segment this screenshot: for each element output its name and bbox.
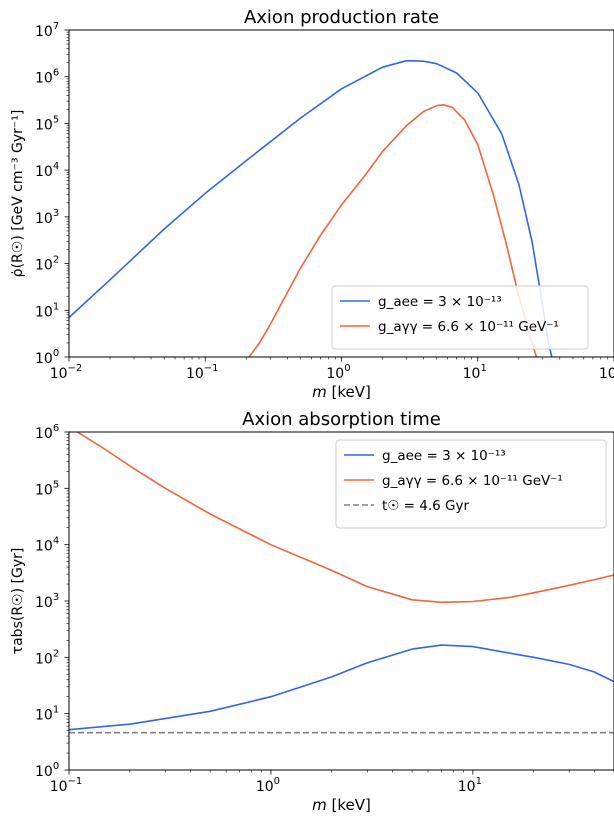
y-tick-base: 10 <box>35 24 53 40</box>
legend-label-1: g_aee = 3 × 10⁻¹³ <box>378 294 502 310</box>
y-tick-exp: 5 <box>53 479 59 490</box>
axes-frame <box>68 431 614 771</box>
legend: g_aee = 3 × 10⁻¹³ g_aγγ = 6.6 × 10⁻¹¹ GeV… <box>331 285 589 350</box>
y-tick-label: 104 <box>35 536 59 555</box>
series-line-1 <box>69 644 614 731</box>
x-tick-base: 10 <box>186 366 204 382</box>
x-tick-exp: 0 <box>344 363 350 374</box>
legend-label-2: g_aγγ = 6.6 × 10⁻¹¹ GeV⁻¹ <box>382 473 563 489</box>
y-tick-exp: 0 <box>53 348 59 359</box>
y-tick-label: 107 <box>35 21 59 40</box>
x-tick-base: 10 <box>50 366 68 382</box>
legend-box <box>335 439 607 529</box>
x-tick-label: 101 <box>463 363 487 382</box>
y-tick-base: 10 <box>35 304 53 320</box>
y-tick-exp: 2 <box>53 648 59 659</box>
y-tick-base: 10 <box>35 211 53 227</box>
y-tick-label: 104 <box>35 161 59 180</box>
x-tick-label: 100 <box>326 363 350 382</box>
y-tick-label: 102 <box>35 255 59 274</box>
y-tick-exp: 4 <box>53 161 59 172</box>
x-axis-unit: [keV] <box>327 383 371 401</box>
y-axis-label: ρ̇(R☉) [GeV cm⁻³ Gyr⁻¹] <box>10 110 26 278</box>
y-tick-base: 10 <box>35 539 53 555</box>
y-tick-label: 103 <box>35 208 59 227</box>
y-tick-label: 100 <box>35 348 59 367</box>
legend-box <box>331 285 589 350</box>
x-tick-exp: 1 <box>476 776 482 787</box>
y-tick-base: 10 <box>35 164 53 180</box>
y-tick-exp: 6 <box>53 423 59 434</box>
legend: g_aee = 3 × 10⁻¹³ g_aγγ = 6.6 × 10⁻¹¹ GeV… <box>335 439 607 529</box>
y-tick-base: 10 <box>35 71 53 87</box>
x-axis-label: m [keV] <box>312 796 371 814</box>
x-tick-label: 102 <box>599 363 614 382</box>
chart-title: Axion absorption time <box>242 409 441 430</box>
y-tick-base: 10 <box>35 258 53 274</box>
x-axis-unit: [keV] <box>327 796 371 814</box>
x-axis-var: m <box>312 796 327 814</box>
y-axis-label: τabs(R☉) [Gyr] <box>10 548 26 655</box>
series-line-2 <box>248 104 538 357</box>
x-axis-var: m <box>312 383 327 401</box>
y-tick-exp: 6 <box>53 68 59 79</box>
legend-label-1: g_aee = 3 × 10⁻¹³ <box>382 448 506 464</box>
y-tick-base: 10 <box>35 595 53 611</box>
y-tick-exp: 3 <box>53 208 59 219</box>
y-tick-exp: 7 <box>53 21 59 32</box>
x-tick-exp: −1 <box>204 363 219 374</box>
x-tick-label: 10−2 <box>50 363 83 382</box>
y-tick-base: 10 <box>35 708 53 724</box>
x-tick-label: 101 <box>458 776 482 795</box>
y-tick-base: 10 <box>35 651 53 667</box>
y-tick-base: 10 <box>35 764 53 780</box>
series-line-1 <box>69 59 553 357</box>
y-tick-exp: 3 <box>53 592 59 603</box>
legend-label-2: g_aγγ = 6.6 × 10⁻¹¹ GeV⁻¹ <box>378 319 559 335</box>
y-tick-label: 106 <box>35 423 59 442</box>
series-line-2 <box>76 432 614 604</box>
series-group <box>69 59 553 357</box>
y-tick-label: 102 <box>35 648 59 667</box>
x-tick-exp: 1 <box>480 363 486 374</box>
y-tick-exp: 1 <box>53 301 59 312</box>
y-tick-base: 10 <box>35 351 53 367</box>
y-tick-exp: 1 <box>53 705 59 716</box>
x-tick-base: 10 <box>326 366 344 382</box>
y-tick-base: 10 <box>35 117 53 133</box>
x-tick-base: 10 <box>50 779 68 795</box>
x-tick-exp: 0 <box>274 776 280 787</box>
y-tick-exp: 0 <box>53 761 59 772</box>
x-tick-base: 10 <box>599 366 614 382</box>
y-tick-base: 10 <box>35 482 53 498</box>
chart-title: Axion production rate <box>244 7 439 28</box>
series-group <box>69 432 614 734</box>
y-tick-exp: 2 <box>53 255 59 266</box>
y-tick-exp: 4 <box>53 536 59 547</box>
y-tick-label: 106 <box>35 68 59 87</box>
x-tick-exp: −1 <box>68 776 83 787</box>
x-tick-label: 10−1 <box>186 363 219 382</box>
y-tick-label: 101 <box>35 705 59 724</box>
x-tick-base: 10 <box>463 366 481 382</box>
y-tick-label: 101 <box>35 301 59 320</box>
y-tick-label: 100 <box>35 761 59 780</box>
x-axis-label: m [keV] <box>312 383 371 401</box>
x-tick-label: 10−1 <box>50 776 83 795</box>
y-tick-label: 105 <box>35 479 59 498</box>
x-tick-label: 100 <box>256 776 280 795</box>
x-tick-base: 10 <box>458 779 476 795</box>
y-tick-base: 10 <box>35 426 53 442</box>
y-tick-exp: 5 <box>53 114 59 125</box>
x-tick-base: 10 <box>256 779 274 795</box>
axes-frame <box>68 29 614 358</box>
chart-panel-1: Axion production rate10−210−110010110210… <box>10 7 614 401</box>
y-tick-label: 105 <box>35 114 59 133</box>
legend-label-3: t☉ = 4.6 Gyr <box>382 498 470 514</box>
x-tick-exp: −2 <box>68 363 83 374</box>
y-tick-label: 103 <box>35 592 59 611</box>
